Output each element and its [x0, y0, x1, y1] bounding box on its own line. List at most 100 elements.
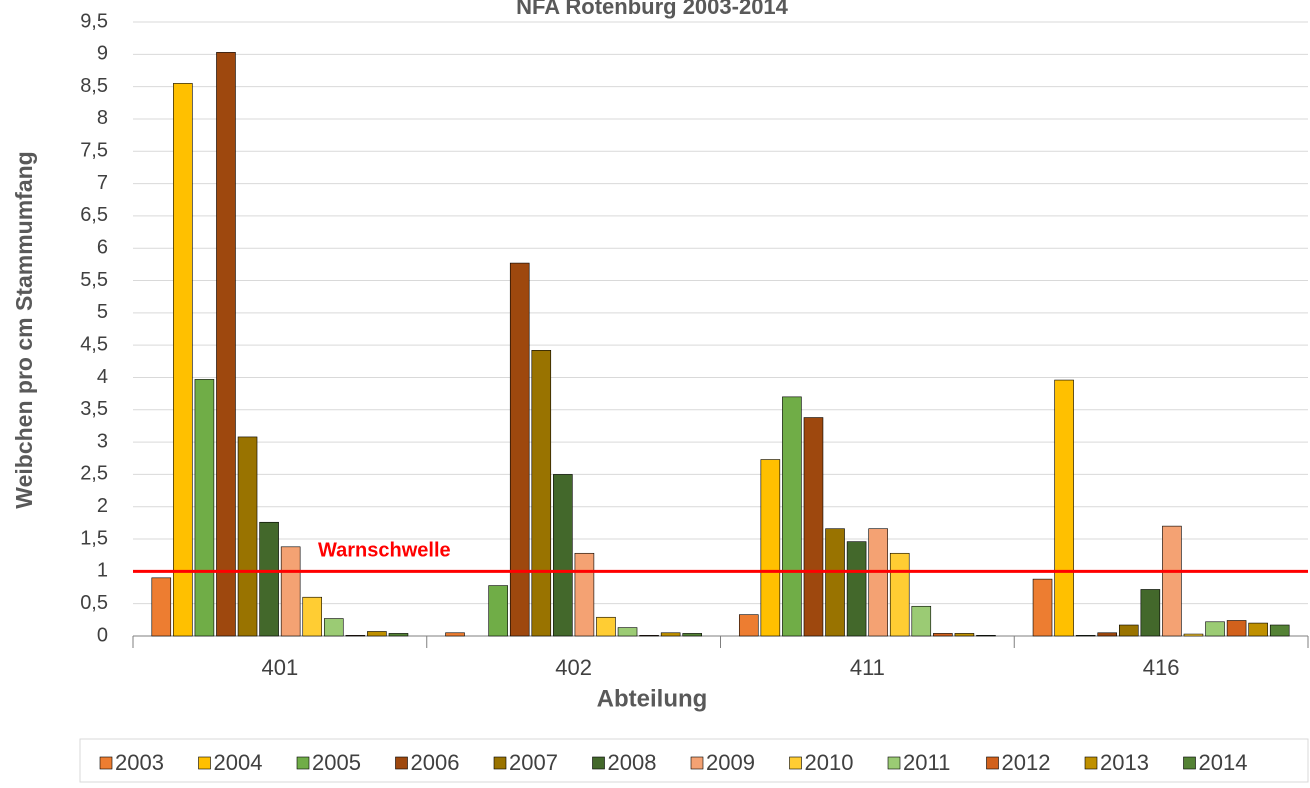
bar — [911, 605, 932, 637]
bar — [660, 632, 681, 637]
y-tick-label: 3 — [97, 430, 108, 452]
legend-swatch — [592, 756, 605, 770]
bar — [173, 83, 193, 637]
legend-label: 2003 — [115, 750, 164, 775]
bar — [976, 635, 996, 637]
bar — [617, 627, 638, 637]
bar — [954, 633, 975, 637]
bar — [1140, 589, 1161, 637]
bar — [531, 350, 552, 637]
x-tick-label: 401 — [262, 655, 299, 680]
bar — [1269, 624, 1290, 637]
bar — [280, 546, 301, 637]
bar — [509, 262, 530, 637]
legend-swatch — [99, 756, 113, 770]
y-tick-label: 4 — [97, 366, 108, 388]
y-tick-label: 1 — [97, 560, 108, 582]
bar — [194, 379, 215, 637]
bar — [388, 633, 409, 637]
bar — [345, 635, 366, 637]
y-tick-label: 1,5 — [80, 527, 108, 549]
bar — [1075, 635, 1096, 637]
bar — [1205, 621, 1225, 637]
bar — [1248, 622, 1268, 637]
legend-swatch — [887, 756, 901, 770]
bar — [488, 585, 508, 637]
legend-swatch — [1084, 756, 1098, 770]
y-tick-label: 6 — [97, 236, 108, 258]
legend-label: 2006 — [411, 750, 460, 775]
threshold-label: Warnschwelle — [318, 540, 451, 562]
bar — [868, 528, 888, 637]
legend-swatch — [986, 756, 999, 770]
bar — [259, 521, 279, 637]
y-tick-label: 6,5 — [80, 204, 108, 226]
y-tick-label: 2,5 — [80, 463, 108, 485]
legend-label: 2007 — [509, 750, 558, 775]
bar — [1183, 633, 1204, 637]
bar — [738, 614, 759, 637]
bar — [639, 635, 659, 637]
bar — [323, 618, 344, 637]
chart-title: NFA Rotenburg 2003-2014 — [516, 0, 789, 19]
bar — [237, 436, 258, 637]
x-tick-label: 402 — [555, 655, 592, 680]
legend-swatch — [493, 756, 507, 770]
legend-label: 2011 — [903, 750, 950, 775]
y-tick-label: 4,5 — [80, 333, 108, 355]
legend-box — [79, 738, 1309, 783]
y-tick-label: 2 — [97, 495, 108, 517]
bar — [846, 541, 867, 637]
bar — [574, 552, 595, 637]
bar — [760, 459, 781, 637]
y-tick-label: 5,5 — [80, 269, 108, 291]
legend-label: 2008 — [608, 750, 657, 775]
y-tick-label: 8,5 — [80, 75, 108, 97]
bar — [782, 396, 802, 637]
legend-swatch — [789, 756, 802, 770]
x-tick-label: 411 — [850, 655, 885, 680]
bar — [151, 577, 172, 637]
bar — [1032, 578, 1053, 637]
bar — [889, 552, 910, 637]
legend-swatch — [395, 756, 408, 770]
bar — [1118, 624, 1139, 637]
legend-swatch — [296, 756, 310, 770]
y-tick-label: 7,5 — [80, 140, 108, 162]
bar — [1226, 620, 1247, 637]
bar — [803, 417, 824, 637]
y-tick-label: 0,5 — [80, 592, 108, 614]
legend-label: 2012 — [1002, 750, 1051, 775]
bar — [596, 616, 616, 637]
legend-label: 2013 — [1100, 750, 1149, 775]
legend-label: 2009 — [706, 750, 755, 775]
legend-label: 2004 — [214, 750, 263, 775]
legend-label: 2005 — [312, 750, 361, 775]
bar — [302, 596, 323, 637]
bar — [825, 528, 845, 637]
legend-swatch — [1183, 756, 1196, 770]
y-axis-label: Weibchen pro cm Stammumfang — [11, 151, 37, 508]
x-tick-label: 416 — [1143, 655, 1180, 680]
bar — [553, 474, 573, 637]
y-tick-label: 8 — [97, 107, 108, 129]
bar — [1054, 379, 1074, 637]
bar — [933, 633, 953, 637]
y-tick-label: 7 — [97, 172, 108, 194]
legend-label: 2010 — [805, 750, 854, 775]
bar — [1162, 525, 1182, 637]
bar — [682, 633, 703, 637]
legend-swatch — [198, 756, 211, 770]
bar — [216, 52, 236, 637]
y-tick-label: 0 — [97, 624, 108, 646]
legend-swatch — [690, 756, 704, 770]
legend-label: 2014 — [1199, 750, 1248, 775]
x-axis-label: Abteilung — [597, 685, 708, 712]
bar — [445, 632, 465, 637]
y-tick-label: 3,5 — [80, 398, 108, 420]
bar — [1097, 632, 1118, 637]
y-tick-label: 9,5 — [80, 10, 108, 32]
y-tick-label: 9 — [97, 43, 108, 65]
y-tick-label: 5 — [97, 301, 108, 323]
